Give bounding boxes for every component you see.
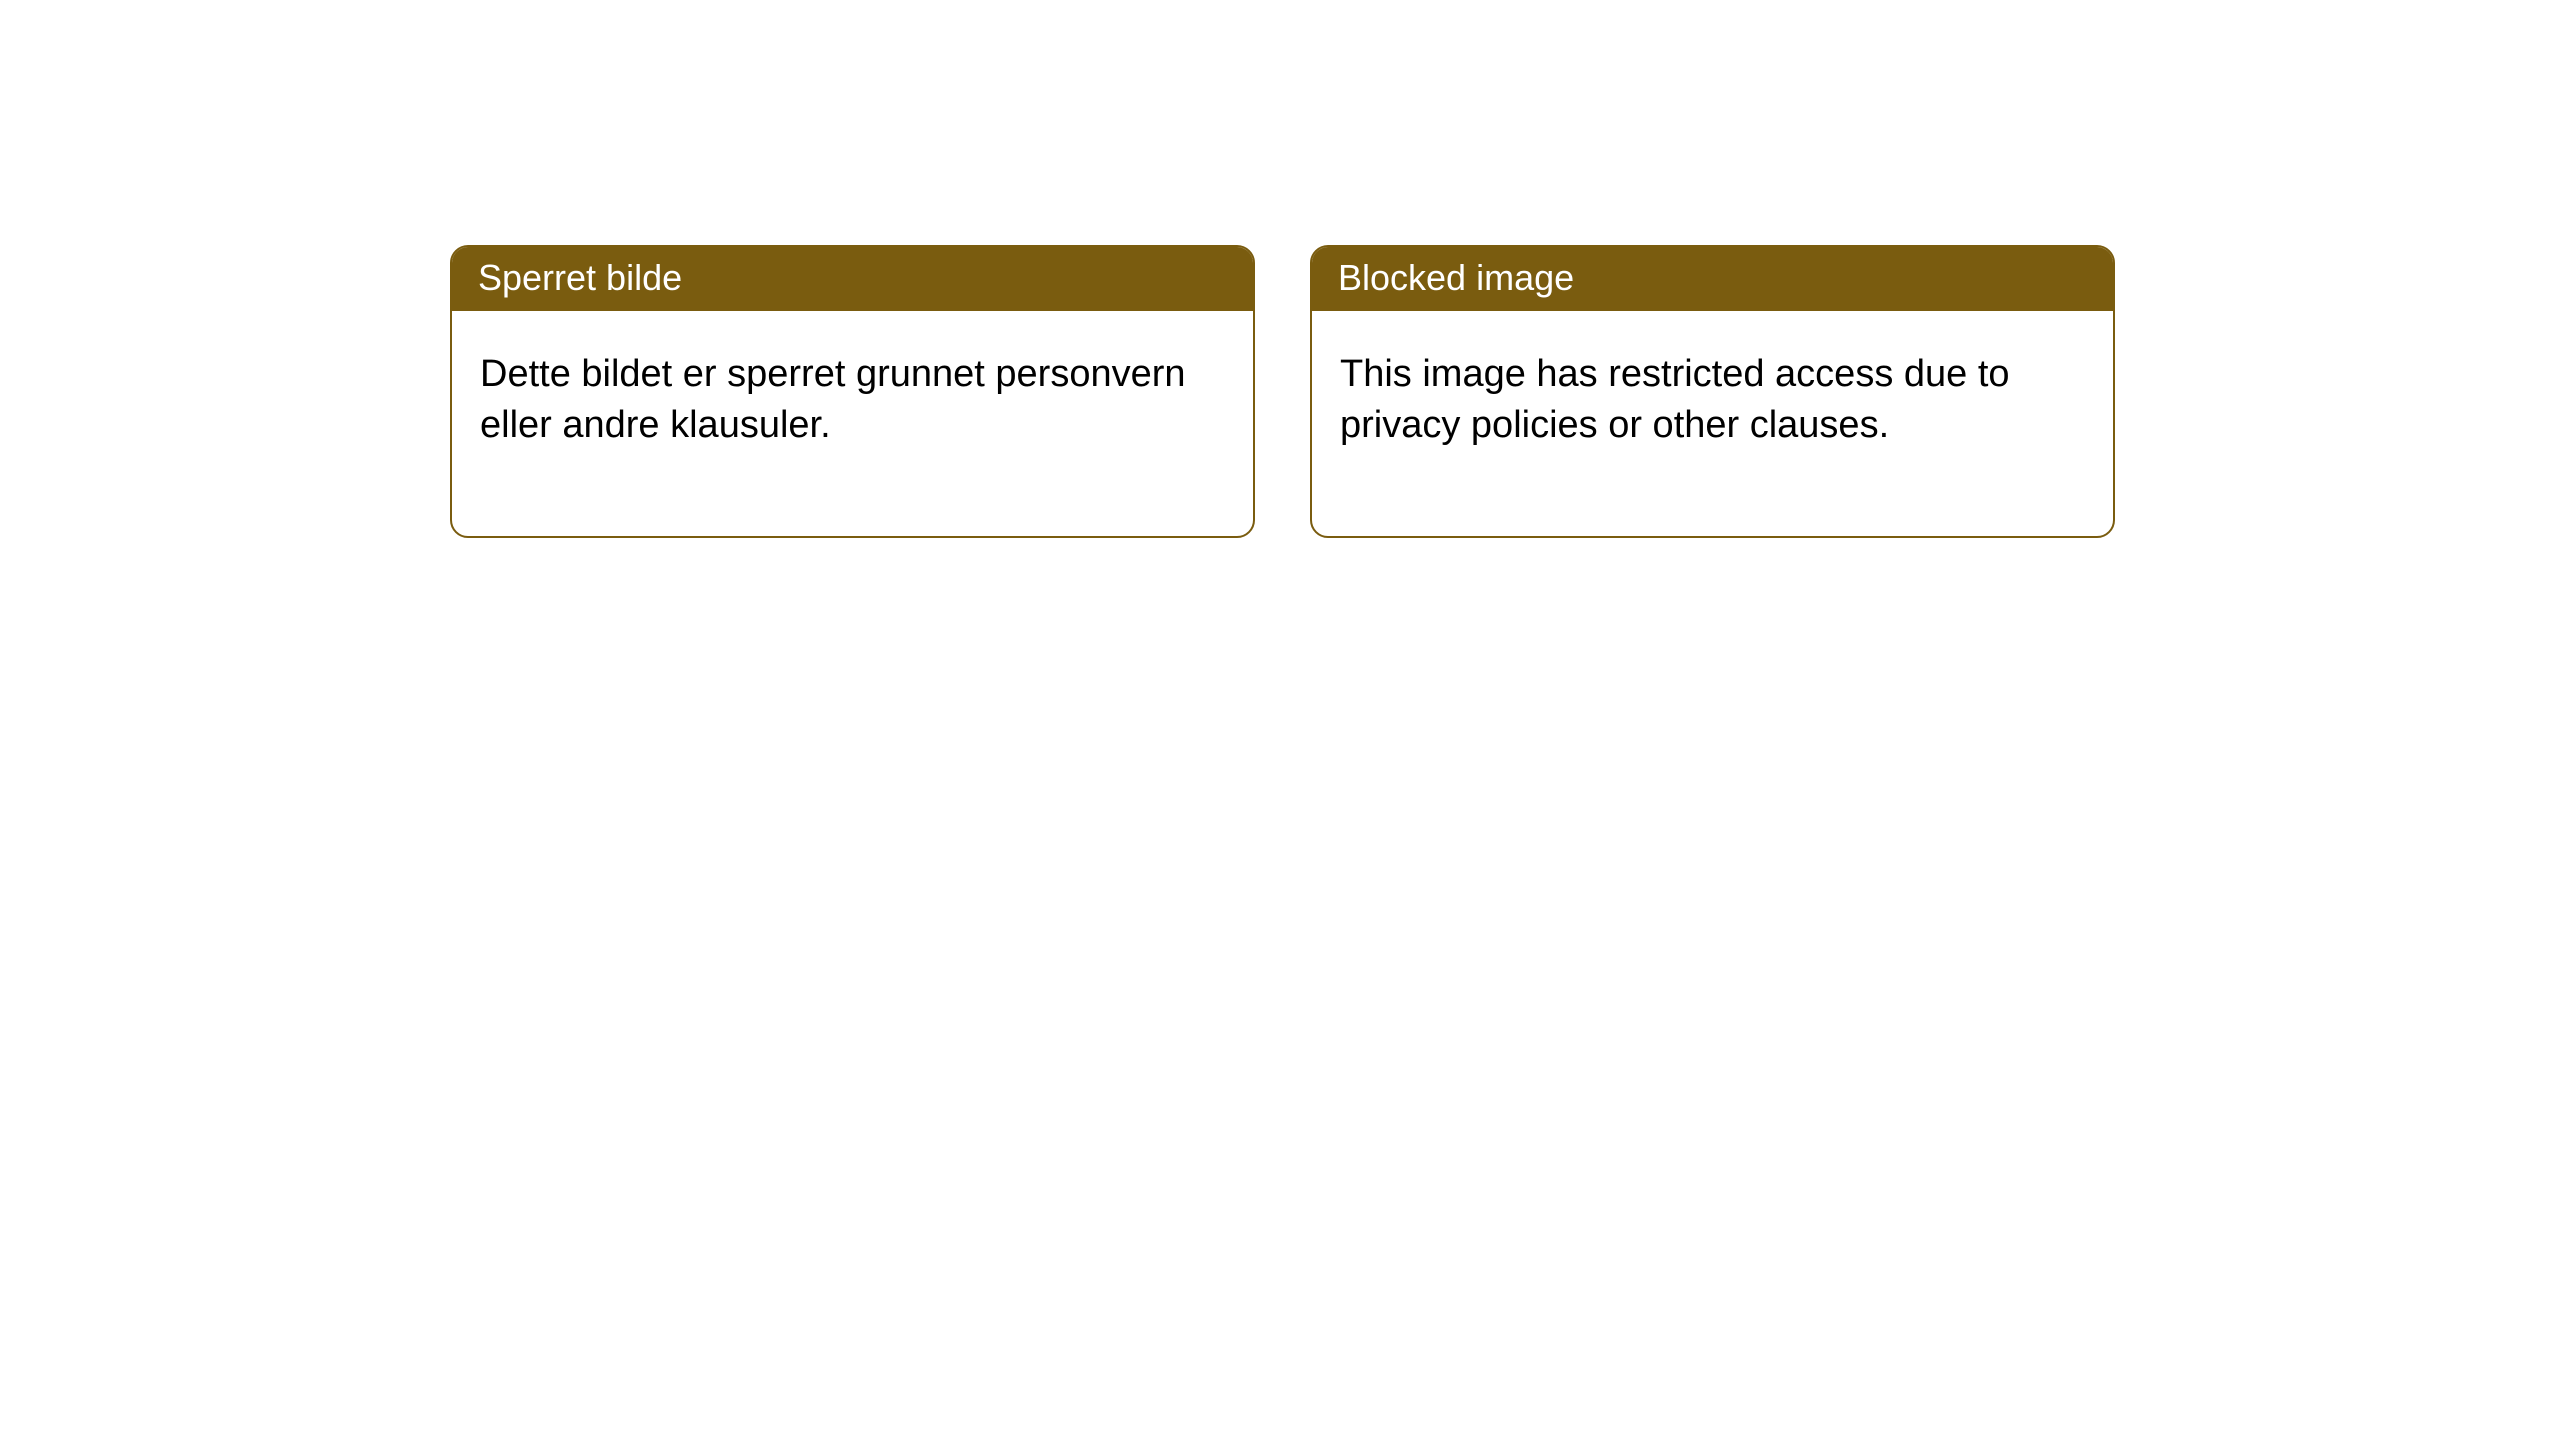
card-body: Dette bildet er sperret grunnet personve… xyxy=(452,311,1253,536)
notice-card-norwegian: Sperret bilde Dette bildet er sperret gr… xyxy=(450,245,1255,538)
card-body-text: Dette bildet er sperret grunnet personve… xyxy=(480,353,1186,446)
card-body-text: This image has restricted access due to … xyxy=(1340,353,2010,446)
card-header: Sperret bilde xyxy=(452,247,1253,311)
card-title: Blocked image xyxy=(1338,257,1574,298)
notice-card-english: Blocked image This image has restricted … xyxy=(1310,245,2115,538)
card-header: Blocked image xyxy=(1312,247,2113,311)
card-body: This image has restricted access due to … xyxy=(1312,311,2113,536)
card-title: Sperret bilde xyxy=(478,257,682,298)
notice-cards-container: Sperret bilde Dette bildet er sperret gr… xyxy=(0,0,2560,538)
